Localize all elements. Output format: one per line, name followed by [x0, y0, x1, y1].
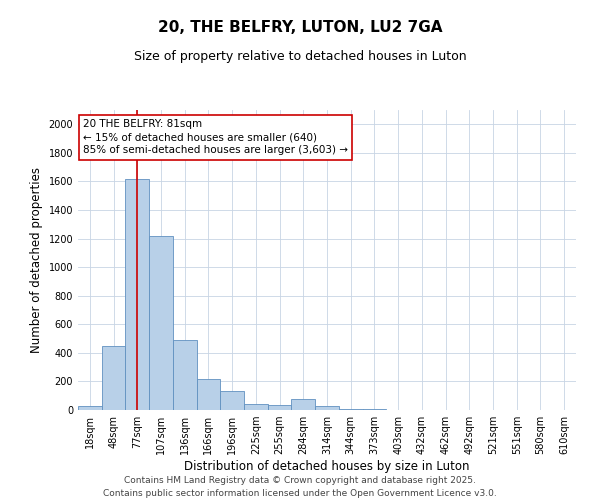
Bar: [244, 404, 268, 410]
Bar: [292, 400, 315, 410]
Bar: [339, 409, 362, 410]
Bar: [149, 236, 173, 410]
Bar: [220, 392, 244, 410]
Text: 20 THE BELFRY: 81sqm
← 15% of detached houses are smaller (640)
85% of semi-deta: 20 THE BELFRY: 81sqm ← 15% of detached h…: [83, 119, 348, 156]
Bar: [102, 346, 125, 410]
Bar: [78, 406, 102, 410]
Bar: [315, 406, 339, 410]
Text: Contains HM Land Registry data © Crown copyright and database right 2025.
Contai: Contains HM Land Registry data © Crown c…: [103, 476, 497, 498]
Y-axis label: Number of detached properties: Number of detached properties: [30, 167, 43, 353]
Text: 20, THE BELFRY, LUTON, LU2 7GA: 20, THE BELFRY, LUTON, LU2 7GA: [158, 20, 442, 35]
Bar: [173, 340, 197, 410]
X-axis label: Distribution of detached houses by size in Luton: Distribution of detached houses by size …: [184, 460, 470, 473]
Bar: [197, 378, 220, 410]
Bar: [125, 178, 149, 410]
Bar: [268, 405, 292, 410]
Text: Size of property relative to detached houses in Luton: Size of property relative to detached ho…: [134, 50, 466, 63]
